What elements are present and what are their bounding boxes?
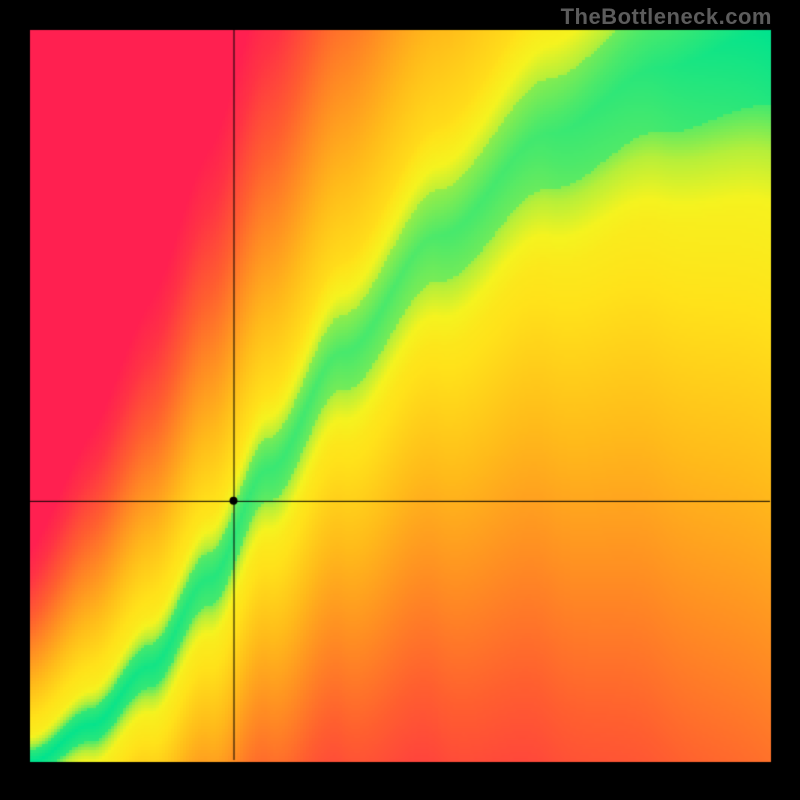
watermark-text: TheBottleneck.com — [561, 4, 772, 30]
plot-container: TheBottleneck.com — [0, 0, 800, 800]
heatmap-canvas — [0, 0, 800, 800]
